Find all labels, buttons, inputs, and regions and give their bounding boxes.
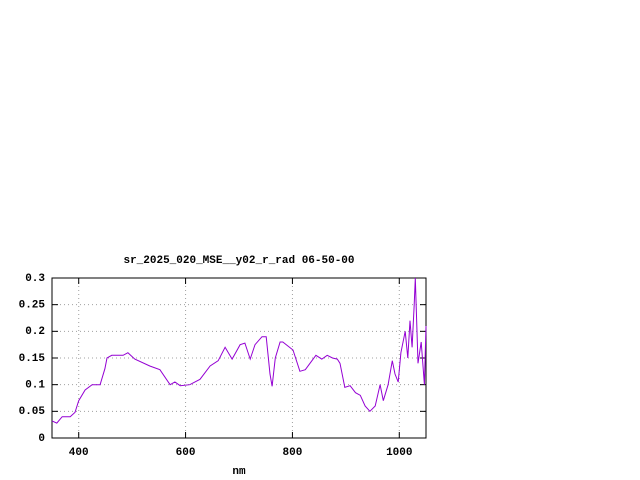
plot-frame [51,277,427,439]
y-tick-label: 0.1 [25,380,45,392]
y-tick-label: 0.05 [19,406,46,418]
chart-title: sr_2025_020_MSE__y02_r_rad 06-50-00 [123,255,354,267]
x-tick-label: 800 [283,447,303,459]
y-tick-label: 0.2 [25,326,45,338]
y-tick-label: 0 [38,433,45,445]
x-tick-label: 1000 [386,447,412,459]
y-tick-label: 0.25 [19,300,46,312]
x-tick-label: 600 [176,447,196,459]
x-tick-label: 400 [69,447,89,459]
y-tick-label: 0.3 [25,273,45,285]
data-line [51,277,427,424]
x-axis-label: nm [232,466,246,478]
y-tick-label: 0.15 [19,353,46,365]
